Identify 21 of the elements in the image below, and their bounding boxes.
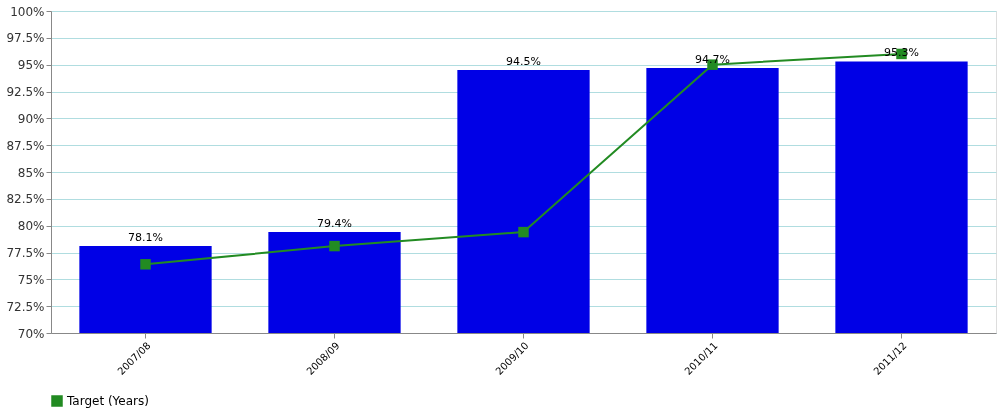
y-tick-label: 70% — [17, 326, 45, 341]
y-tick-label: 77.5% — [6, 246, 45, 260]
data-label: 79.4% — [317, 217, 352, 231]
y-tick-label: 82.5% — [6, 192, 45, 207]
y-tick-label: 72.5% — [6, 299, 45, 314]
legend-label: Target (Years) — [66, 394, 149, 408]
y-tick-label: 100% — [10, 4, 45, 19]
data-label: 94.5% — [506, 55, 541, 69]
y-tick-label: 80% — [17, 219, 45, 234]
data-label: 78.1% — [128, 231, 163, 245]
y-tick-label: 75% — [17, 272, 45, 287]
y-tick-label: 97.5% — [6, 31, 45, 46]
y-tick-label: 90% — [17, 111, 45, 126]
y-tick-label: 87.5% — [6, 138, 45, 153]
point — [329, 240, 340, 252]
y-tick-label: 85% — [17, 165, 45, 180]
y-tick-label: 92.5% — [6, 85, 45, 99]
y-tick-label: 95% — [17, 58, 45, 73]
point — [518, 226, 529, 238]
point — [140, 259, 151, 270]
data-label: 94.7% — [695, 52, 730, 66]
